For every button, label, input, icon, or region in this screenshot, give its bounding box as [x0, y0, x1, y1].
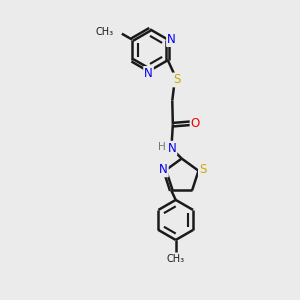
- Text: CH₃: CH₃: [95, 27, 114, 37]
- Text: N: N: [144, 67, 153, 80]
- Text: S: S: [199, 163, 206, 176]
- Text: H: H: [158, 142, 166, 152]
- Text: N: N: [167, 33, 176, 46]
- Text: N: N: [168, 142, 176, 155]
- Text: O: O: [190, 117, 200, 130]
- Text: N: N: [159, 164, 168, 176]
- Text: CH₃: CH₃: [167, 254, 185, 264]
- Text: S: S: [173, 74, 180, 86]
